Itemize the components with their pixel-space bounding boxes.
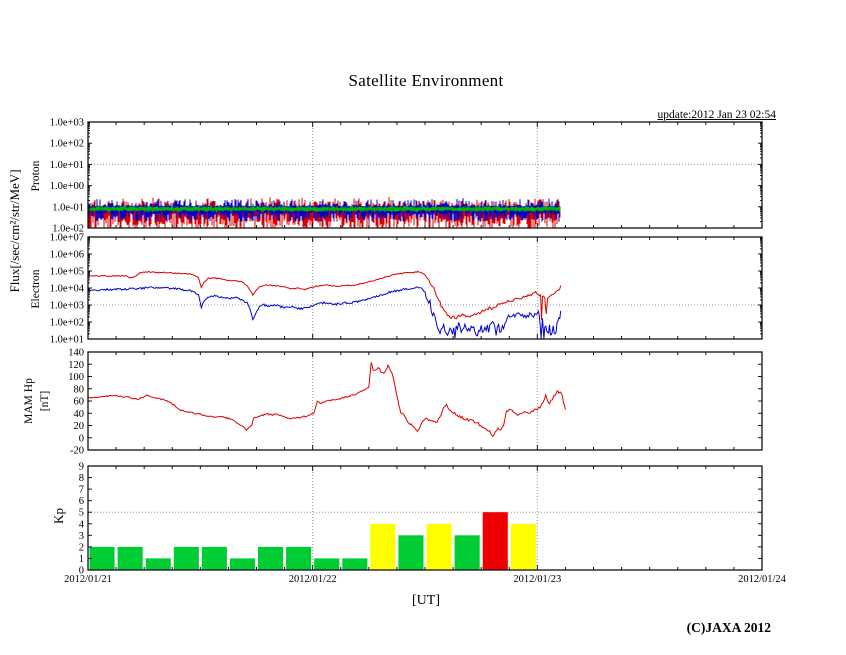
electron-ytick-label: 1.0e+05 [50,267,84,278]
kp-bar [286,546,312,570]
mam-ytick-label: 20 [74,421,85,432]
proton-axis-label: Proton [30,160,42,192]
kp-bar [229,558,255,570]
kp-bar [426,523,452,570]
electron-axis-label: Electron [30,269,42,309]
update-timestamp: update:2012 Jan 23 02:54 [657,109,777,121]
mam-ytick-label: 100 [68,372,84,383]
kp-bar [117,546,143,570]
electron-blue-series [88,286,562,339]
ut-axis-label: [UT] [412,593,440,608]
mam-ytick-label: 140 [68,348,84,359]
proton-ytick-label: 1.0e-01 [52,202,84,213]
proton-panel-border [87,121,763,229]
mam-panel-border [87,351,763,451]
kp-ytick-label: 2 [79,542,84,553]
page-title: Satellite Environment [348,71,504,90]
kp-bar [482,512,508,570]
kp-ytick-label: 1 [79,554,84,565]
kp-ytick-label: 4 [79,519,85,530]
kp-panel-border [87,465,763,571]
mam-ytick-label: 60 [74,397,85,408]
kp-bar [145,558,171,570]
mam-ytick-label: 80 [74,384,85,395]
mam-ytick-label: 0 [79,433,84,444]
kp-bar [342,558,368,570]
mam-hp-series [88,362,566,438]
proton-ytick-label: 1.0e+01 [50,160,84,171]
electron-ytick-label: 1.0e+04 [50,284,85,295]
x-tick-label: 2012/01/21 [64,574,112,585]
kp-axis-label: Kp [51,508,66,524]
kp-bar [314,558,340,570]
electron-red-series [88,270,562,320]
kp-bar [89,546,115,570]
mam-ytick-label: 120 [68,360,84,371]
kp-bar [398,535,424,570]
kp-ytick-label: 9 [79,462,84,473]
electron-ytick-label: 1.0e+03 [50,301,84,312]
proton-ytick-label: 1.0e-02 [52,224,84,235]
kp-ytick-label: 8 [79,473,84,484]
kp-bar [201,546,227,570]
mam-axis-label: MAM Hp [23,378,35,424]
kp-bar [258,546,284,570]
kp-bar [510,523,536,570]
x-tick-label: 2012/01/23 [513,574,561,585]
kp-bar [454,535,480,570]
kp-ytick-label: 6 [79,496,84,507]
kp-ytick-label: 7 [79,485,84,496]
kp-bar [173,546,199,570]
copyright-text: (C)JAXA 2012 [686,620,771,635]
electron-ytick-label: 1.0e+02 [50,318,84,329]
kp-bar [370,523,396,570]
x-tick-label: 2012/01/24 [738,574,787,585]
electron-ytick-label: 1.0e+06 [50,250,84,261]
proton-ytick-label: 1.0e+02 [50,139,84,150]
kp-ytick-label: 0 [79,566,84,577]
kp-ytick-label: 3 [79,531,84,542]
kp-ytick-label: 5 [79,508,84,519]
mam-unit-label: [nT] [39,390,51,412]
electron-ytick-label: 1.0e+07 [50,233,84,244]
proton-ytick-label: 1.0e+03 [50,118,84,129]
mam-ytick-label: -20 [70,446,84,457]
mam-ytick-label: 40 [74,409,85,420]
electron-ytick-label: 1.0e+01 [50,335,84,346]
x-tick-label: 2012/01/22 [289,574,337,585]
electron-panel-border [87,236,763,340]
proton-ytick-label: 1.0e+00 [50,181,84,192]
flux-axis-label: Flux[/sec/cm²/str/MeV] [7,169,22,293]
